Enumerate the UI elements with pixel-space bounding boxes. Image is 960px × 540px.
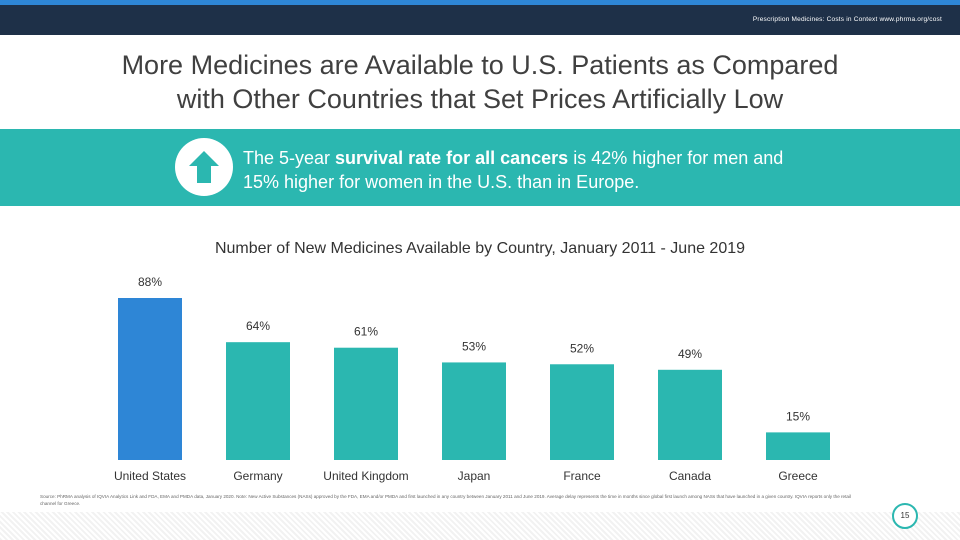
category-label: Japan <box>458 469 491 483</box>
bottom-pattern-band <box>0 512 960 540</box>
bar-greece <box>766 432 830 460</box>
header-bar: Prescription Medicines: Costs in Context… <box>0 5 960 35</box>
data-label: 15% <box>786 409 810 423</box>
bar-chart: 88% United States 64% Germany 61% United King… <box>114 275 830 483</box>
data-label: 53% <box>462 339 486 353</box>
bar-japan <box>442 362 506 460</box>
banner-text-post: is 42% higher for men and 15% higher for… <box>243 148 784 192</box>
category-label: Greece <box>778 469 818 483</box>
data-label: 52% <box>570 341 594 355</box>
header-text: Prescription Medicines: Costs in Context… <box>752 16 942 23</box>
chart-title: Number of New Medicines Available by Cou… <box>214 240 746 257</box>
data-label: 64% <box>246 319 270 333</box>
bar-germany <box>226 342 290 460</box>
data-label: 49% <box>678 347 702 361</box>
bar-united-kingdom <box>334 347 398 460</box>
page-title-line2: with Other Countries that Set Prices Art… <box>176 84 784 114</box>
source-note: Source: PhRMA analysis of IQVIA Analytic… <box>40 494 851 506</box>
top-accent-stripe <box>0 0 960 5</box>
page-title: More Medicines are Available to U.S. Pat… <box>0 48 960 116</box>
up-arrow-icon <box>175 138 233 196</box>
banner-text-bold: survival rate for all cancers <box>335 148 569 168</box>
data-label: 88% <box>138 275 162 289</box>
category-label: United States <box>114 469 186 483</box>
category-label: United Kingdom <box>323 469 408 483</box>
category-label: France <box>563 469 601 483</box>
banner-text-pre: The 5-year <box>243 148 336 168</box>
bar-france <box>550 364 614 460</box>
category-label: Canada <box>669 469 711 483</box>
category-label: Germany <box>233 469 282 483</box>
page-title-line1: More Medicines are Available to U.S. Pat… <box>121 50 839 80</box>
highlight-banner <box>0 129 960 206</box>
bar-united-states <box>118 298 182 460</box>
banner-text: The 5-year survival rate for all cancers… <box>243 146 803 194</box>
page-number: 15 <box>892 503 918 529</box>
bar-canada <box>658 369 722 460</box>
data-label: 61% <box>354 325 378 339</box>
